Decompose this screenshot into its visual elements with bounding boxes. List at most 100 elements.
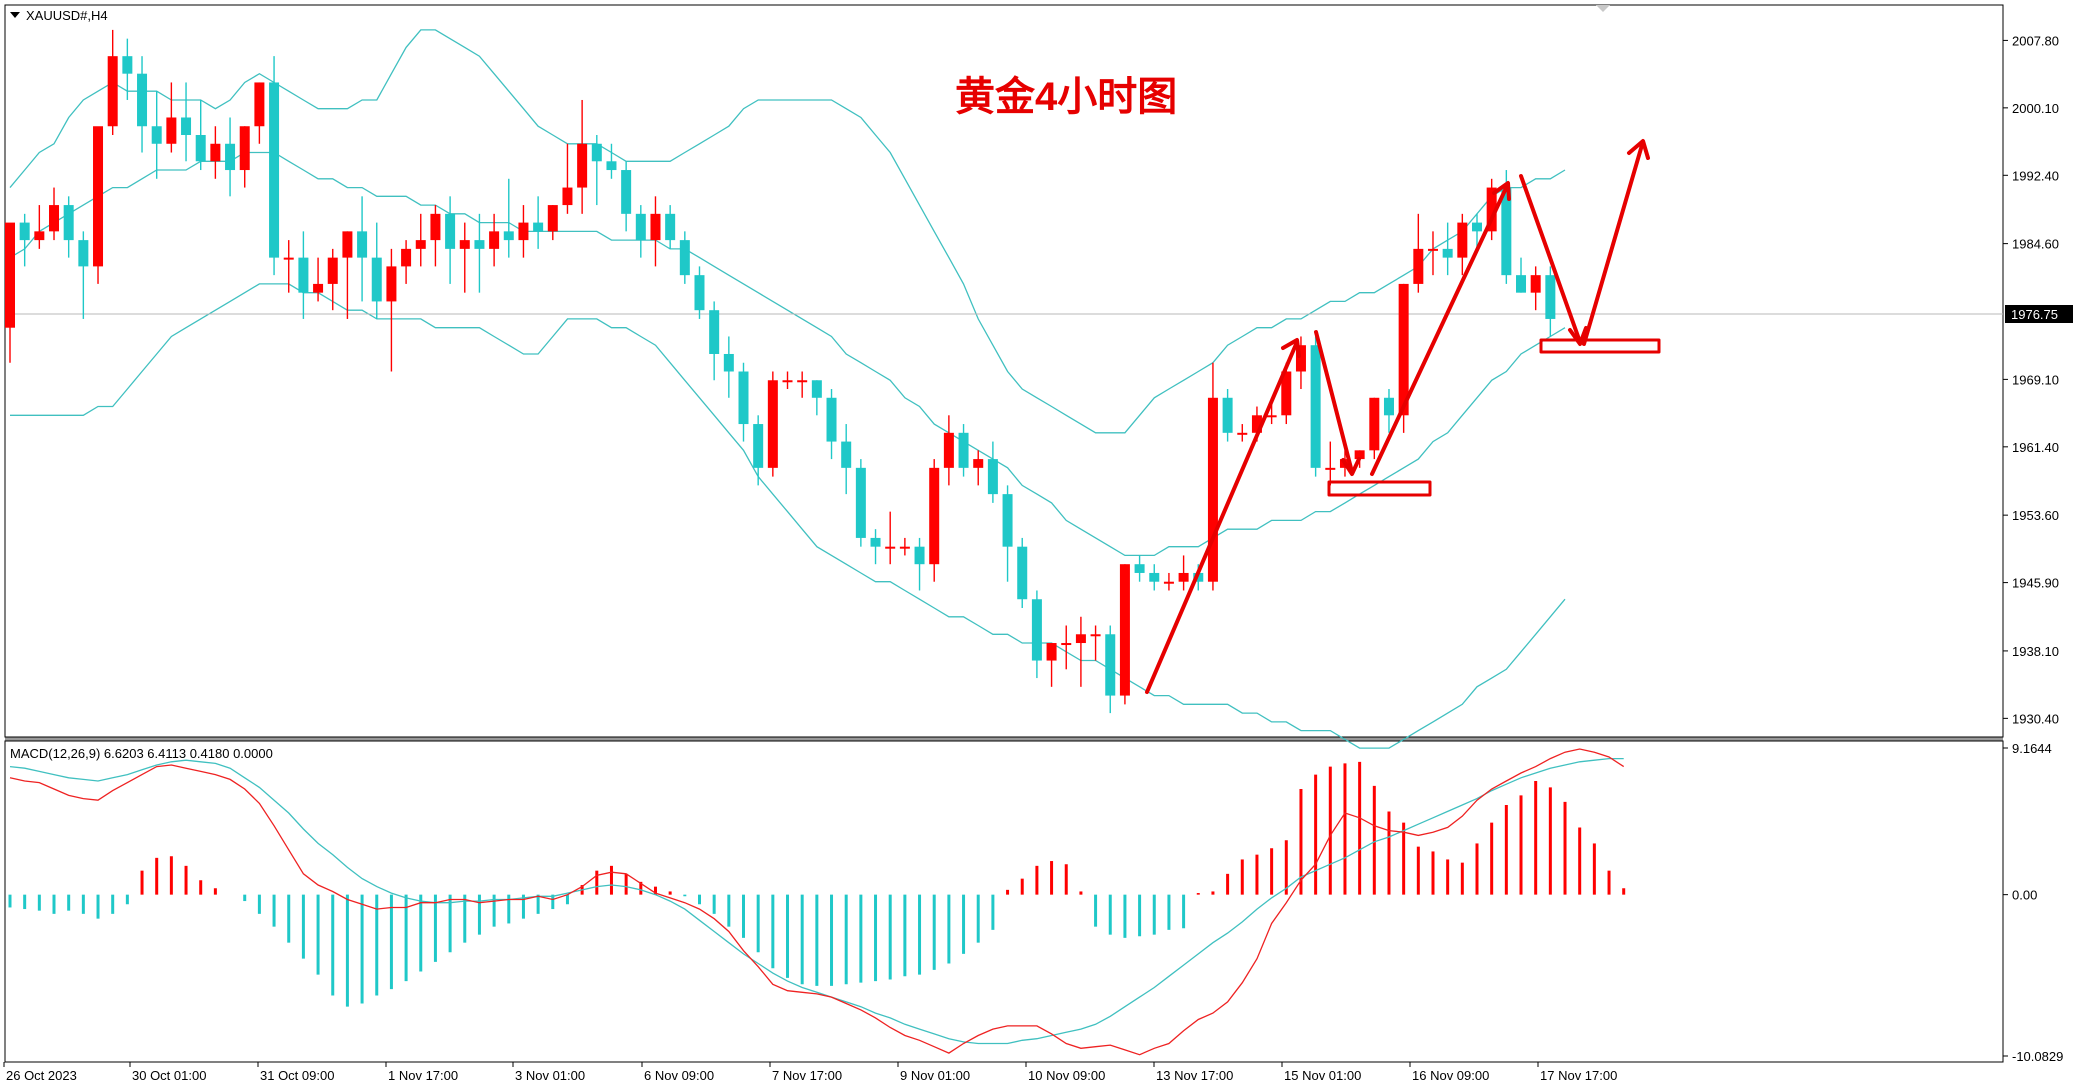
candle-body: [1486, 187, 1497, 232]
candle: [665, 205, 676, 249]
arrow-down-2: [1519, 174, 1582, 344]
candle-body: [93, 126, 104, 267]
candle-body: [1457, 222, 1468, 258]
candle-body: [430, 213, 441, 241]
candle-body: [445, 213, 456, 249]
arrow-down-1-head-icon: [1341, 457, 1361, 476]
scroll-marker-icon[interactable]: [1596, 5, 1610, 12]
candle-body: [181, 117, 192, 136]
candle-body: [1442, 248, 1453, 258]
candle-body: [166, 117, 177, 144]
candle: [1031, 590, 1042, 679]
candle-body: [34, 231, 45, 241]
candle-body: [298, 257, 309, 293]
price-tick-label: 1930.40: [2012, 711, 2059, 726]
candle: [533, 196, 544, 249]
arrow-up-1-head-icon: [1281, 338, 1301, 358]
candle: [5, 222, 15, 363]
candle: [1090, 625, 1101, 661]
current-price-label: 1976.75: [2011, 307, 2058, 322]
candle-body: [401, 248, 412, 267]
candle: [210, 126, 221, 179]
candle: [137, 56, 148, 153]
candle-body: [1369, 397, 1380, 451]
candle-body: [225, 143, 236, 171]
candle: [1427, 231, 1438, 276]
candle: [811, 380, 822, 416]
time-tick-label: 31 Oct 09:00: [260, 1068, 334, 1083]
time-tick-label: 30 Oct 01:00: [132, 1068, 206, 1083]
candle: [562, 143, 573, 214]
candlesticks: [5, 29, 1556, 714]
candle: [78, 231, 89, 319]
candle: [767, 371, 778, 477]
candle: [371, 222, 382, 319]
candle-body: [327, 257, 338, 284]
candle: [841, 424, 852, 495]
candle: [899, 537, 910, 556]
price-tick-label: 1945.90: [2012, 576, 2059, 591]
candle: [1061, 625, 1072, 670]
candle: [1545, 266, 1556, 337]
candle: [342, 231, 353, 319]
candle: [518, 205, 529, 258]
candle: [694, 266, 705, 319]
candle-body: [943, 432, 954, 468]
price-tick-label: 1984.60: [2012, 237, 2059, 252]
candle-body: [1530, 275, 1541, 293]
candle: [606, 143, 617, 179]
candle-body: [122, 56, 133, 74]
candle: [1163, 572, 1174, 591]
candle-body: [1398, 283, 1409, 416]
candle-body: [254, 82, 265, 127]
candle: [591, 135, 602, 206]
candle-body: [929, 467, 940, 565]
candle: [122, 38, 133, 100]
candle: [870, 529, 881, 565]
candle-body: [1516, 275, 1527, 293]
candle: [1383, 389, 1394, 433]
candle-body: [753, 424, 764, 468]
candle: [93, 126, 104, 284]
price-tick-label: 1953.60: [2012, 508, 2059, 523]
candle: [283, 240, 294, 293]
candle: [1442, 222, 1453, 276]
candle-body: [19, 222, 30, 241]
candle-body: [914, 546, 925, 565]
candle-body: [1251, 415, 1262, 433]
arrow-up-1: [1145, 340, 1299, 694]
candle: [1017, 537, 1028, 608]
candle: [723, 336, 734, 398]
candle: [1530, 266, 1541, 311]
macd-frame: [4, 740, 2004, 1063]
candle-body: [665, 213, 676, 241]
macd-tick-label: 0.00: [2012, 888, 2037, 903]
candle-body: [606, 161, 617, 171]
macd-histogram: [8, 761, 1626, 1007]
candle: [298, 231, 309, 319]
candle-body: [870, 537, 881, 547]
candle: [430, 205, 441, 267]
candle: [357, 196, 368, 302]
candle: [987, 441, 998, 503]
candle-body: [503, 231, 514, 241]
candle: [914, 537, 925, 591]
candle-body: [459, 240, 470, 249]
candle: [401, 240, 412, 284]
candle: [34, 205, 45, 249]
candle: [1472, 213, 1482, 249]
candle-body: [1163, 581, 1174, 584]
time-tick-label: 1 Nov 17:00: [388, 1068, 458, 1083]
candle: [225, 117, 236, 197]
candle-body: [107, 56, 118, 127]
candle: [327, 248, 338, 311]
candle-body: [694, 275, 705, 311]
price-tick-label: 1938.10: [2012, 644, 2059, 659]
candle-body: [987, 459, 998, 495]
candle-body: [899, 546, 910, 549]
arrow-down-1: [1314, 330, 1354, 474]
candle-body: [811, 380, 822, 398]
candle-body: [1413, 248, 1424, 284]
candle: [63, 196, 74, 258]
dropdown-triangle-icon[interactable]: [10, 12, 20, 18]
